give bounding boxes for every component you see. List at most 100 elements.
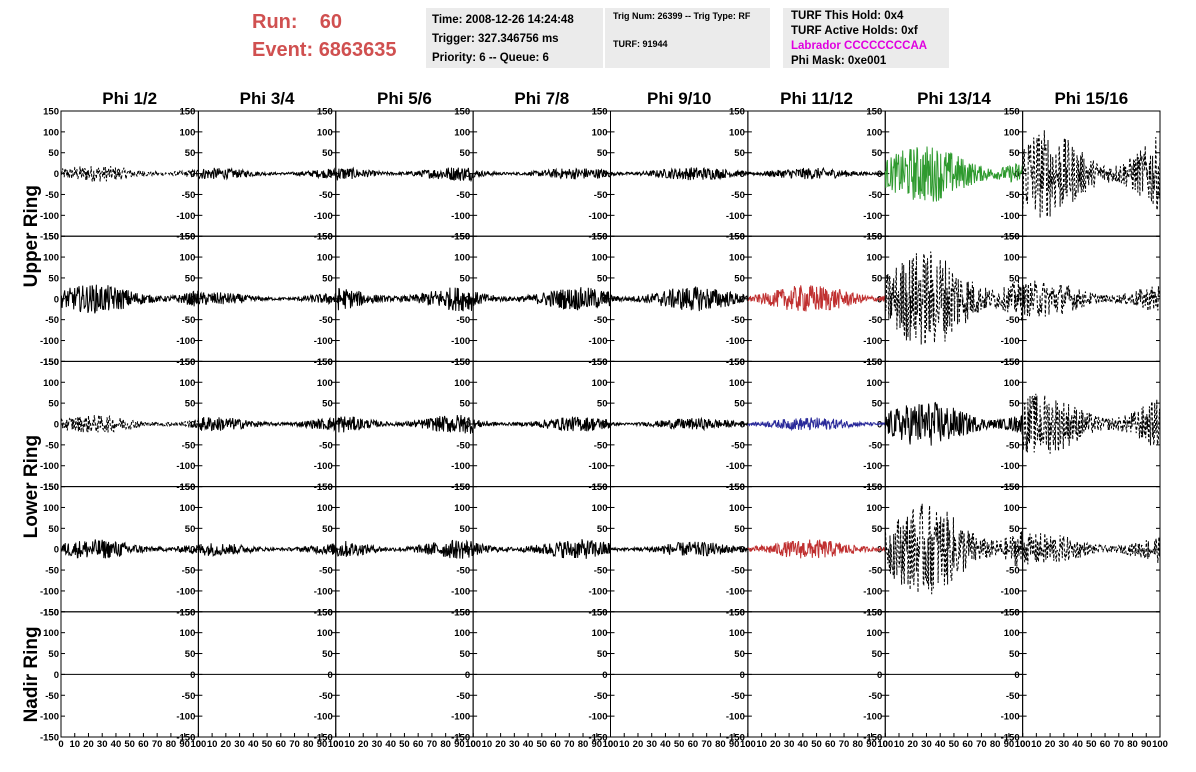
waveform-trace: [60, 284, 199, 314]
y-tick-label: -150: [451, 607, 470, 618]
x-tick-label: 20: [1045, 739, 1056, 750]
y-tick-label: -150: [1001, 232, 1020, 243]
x-tick-label: 50: [262, 739, 273, 750]
x-tick-label: 30: [509, 739, 520, 750]
y-tick-label: 100: [592, 127, 608, 138]
y-tick-label: -150: [40, 232, 59, 243]
y-tick-label: 150: [1004, 232, 1020, 243]
y-tick-label: -50: [319, 691, 333, 702]
y-tick-label: -150: [588, 357, 607, 368]
y-tick-label: -100: [451, 586, 470, 597]
x-tick-label: 40: [1072, 739, 1083, 750]
y-tick-label: 50: [185, 649, 196, 660]
y-tick-label: 50: [872, 399, 883, 410]
y-tick-label: -100: [176, 211, 195, 222]
y-tick-label: 100: [180, 503, 196, 514]
phi-column-header: Phi 5/6: [377, 89, 432, 108]
y-tick-label: -50: [594, 691, 608, 702]
y-tick-label: 150: [729, 232, 745, 243]
y-tick-label: -100: [451, 461, 470, 472]
y-tick-label: -150: [863, 357, 882, 368]
y-tick-label: -100: [314, 336, 333, 347]
waveform-panel: [1022, 611, 1161, 738]
y-tick-label: -50: [456, 566, 470, 577]
y-tick-label: 150: [43, 482, 59, 493]
x-tick-label: 90: [591, 739, 602, 750]
y-tick-label: -50: [319, 315, 333, 326]
x-tick-label: 100: [328, 739, 344, 750]
y-tick-label: -100: [1001, 211, 1020, 222]
y-tick-label: 150: [1004, 107, 1020, 118]
waveform-trace: [1022, 533, 1161, 565]
y-tick-label: 50: [185, 524, 196, 535]
y-tick-label: -150: [726, 607, 745, 618]
y-tick-label: -50: [1006, 691, 1020, 702]
phi-column-header: Phi 11/12: [780, 89, 853, 108]
y-tick-label: 50: [48, 148, 59, 159]
y-tick-label: -50: [731, 566, 745, 577]
y-tick-label: -100: [863, 336, 882, 347]
y-tick-label: 150: [317, 357, 333, 368]
x-tick-label: 10: [619, 739, 630, 750]
y-tick-label: 100: [729, 127, 745, 138]
y-tick-label: 150: [454, 107, 470, 118]
y-tick-label: 100: [592, 628, 608, 639]
y-tick-label: 100: [866, 628, 882, 639]
y-tick-label: -100: [863, 712, 882, 723]
x-tick-label: 60: [413, 739, 424, 750]
y-tick-label: 150: [180, 607, 196, 618]
y-tick-label: -150: [176, 482, 195, 493]
y-tick-label: 100: [1004, 503, 1020, 514]
waveform-trace: [197, 543, 337, 558]
y-tick-label: -50: [869, 691, 883, 702]
y-tick-label: -100: [314, 461, 333, 472]
x-tick-label: 20: [221, 739, 232, 750]
y-tick-label: 150: [180, 107, 196, 118]
y-tick-label: -50: [731, 190, 745, 201]
y-tick-label: -50: [319, 440, 333, 451]
y-tick-label: 100: [43, 503, 59, 514]
y-tick-label: 100: [180, 127, 196, 138]
x-tick-label: 60: [138, 739, 149, 750]
y-tick-label: -150: [176, 357, 195, 368]
x-tick-label: 80: [166, 739, 177, 750]
x-tick-label: 40: [935, 739, 946, 750]
waveform-trace: [747, 166, 886, 180]
y-tick-label: 100: [454, 253, 470, 264]
waveform-trace: [884, 401, 1024, 446]
y-tick-label: 100: [592, 378, 608, 389]
waveform-trace: [335, 287, 474, 312]
x-tick-label: 80: [852, 739, 863, 750]
x-tick-label: 70: [976, 739, 987, 750]
x-tick-label: 20: [907, 739, 918, 750]
y-tick-label: 50: [597, 649, 608, 660]
x-tick-label: 10: [344, 739, 355, 750]
x-tick-label: 50: [949, 739, 960, 750]
y-tick-label: 100: [454, 127, 470, 138]
y-tick-label: -100: [176, 712, 195, 723]
y-tick-label: 150: [1004, 357, 1020, 368]
y-tick-label: -150: [588, 232, 607, 243]
x-tick-label: 60: [276, 739, 287, 750]
y-tick-label: -150: [726, 733, 745, 744]
y-tick-label: 100: [592, 503, 608, 514]
y-tick-label: 100: [1004, 127, 1020, 138]
y-tick-label: 0: [740, 420, 745, 431]
trigger-text: Trigger: 327.346756 ms: [432, 33, 559, 45]
x-tick-label: 100: [1152, 739, 1168, 750]
y-tick-label: 150: [729, 357, 745, 368]
y-tick-label: 100: [43, 253, 59, 264]
y-tick-label: 50: [734, 148, 745, 159]
y-tick-label: 50: [1009, 273, 1020, 284]
y-tick-label: 150: [866, 607, 882, 618]
waveform-trace: [1022, 393, 1161, 454]
x-tick-label: 80: [578, 739, 589, 750]
y-tick-label: -100: [863, 211, 882, 222]
y-tick-label: -50: [45, 440, 59, 451]
phi-column-header: Phi 9/10: [647, 89, 711, 108]
y-tick-label: 0: [54, 169, 59, 180]
y-tick-label: 100: [43, 127, 59, 138]
x-tick-label: 20: [358, 739, 369, 750]
y-tick-label: 150: [1004, 482, 1020, 493]
y-tick-label: 100: [180, 378, 196, 389]
